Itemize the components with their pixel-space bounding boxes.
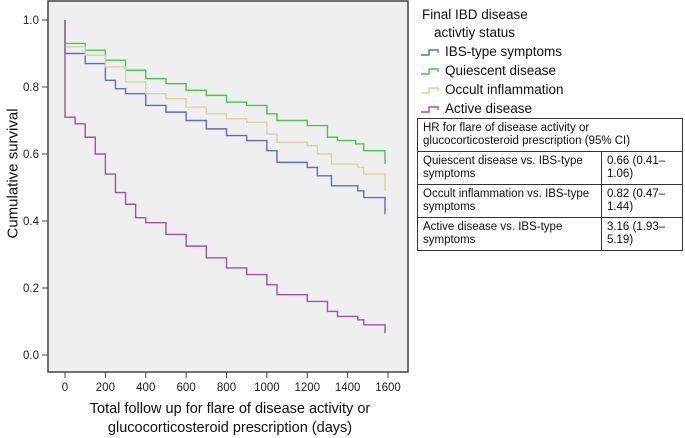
y-tick-label: 1.0 [23,15,39,27]
table-row: Quiescent disease vs. IBS-type symptoms 0… [417,151,684,185]
y-tick-label: 0.2 [23,283,39,295]
hr-table: HR for flare of disease activity or gluc… [417,118,684,251]
table-row: Active disease vs. IBS-type symptoms 3.16… [417,217,684,251]
hr-cell: 0.82 (0.47–1.44) [600,184,684,218]
comparison-cell: Quiescent disease vs. IBS-type symptoms [417,151,602,185]
table-row: Occult inflammation vs. IBS-type symptom… [417,184,684,218]
hr-cell: 3.16 (1.93–5.19) [600,217,684,251]
series-line-occult-inflammation [64,20,386,191]
legend-item: Occult inflammation [420,80,564,99]
legend-step-icon [421,105,439,113]
x-axis-title: Total follow up for flare of disease act… [89,401,371,436]
x-tick-label: 1600 [375,382,401,394]
legend-step-icon [421,48,439,56]
legend-label: Quiescent disease [445,62,557,78]
legend-title-line1: Final IBD disease [422,7,528,22]
comparison-cell: Active disease vs. IBS-type symptoms [417,217,602,251]
x-tick-label: 1200 [294,382,320,394]
series-line-quiescent-disease [64,20,386,165]
legend-label: IBS-type symptoms [445,43,563,59]
y-tick-label: 0.4 [23,216,40,228]
legend: Final IBD disease activtiy status IBS-ty… [420,6,564,118]
x-tick-label: 1000 [254,382,280,394]
legend-item: IBS-type symptoms [420,42,564,61]
legend-label: Active disease [445,100,533,116]
y-tick-label: 0.0 [23,350,39,362]
legend-step-icon [421,67,439,75]
series-line-active-disease [64,20,386,334]
legend-item: Quiescent disease [420,61,564,80]
x-tick-label: 400 [136,382,155,394]
x-tick-label: 800 [217,382,236,394]
x-tick-label: 0 [62,382,68,394]
series-line-ibs-type-symptoms [64,20,386,215]
hr-cell: 0.66 (0.41–1.06) [600,151,684,185]
x-tick-label: 600 [177,382,196,394]
comparison-cell: Occult inflammation vs. IBS-type symptom… [417,184,602,218]
legend-label: Occult inflammation [445,81,564,97]
y-tick-label: 0.8 [23,82,39,94]
x-tick-label: 1400 [335,382,361,394]
legend-title-line2: activtiy status [434,25,516,40]
x-tick-label: 200 [96,382,115,394]
legend-step-icon [421,86,439,94]
hr-table-header: HR for flare of disease activity or gluc… [417,118,683,152]
y-axis-title: Cumulative survival [4,108,22,239]
legend-item: Active disease [420,99,564,118]
y-tick-label: 0.6 [23,149,39,161]
